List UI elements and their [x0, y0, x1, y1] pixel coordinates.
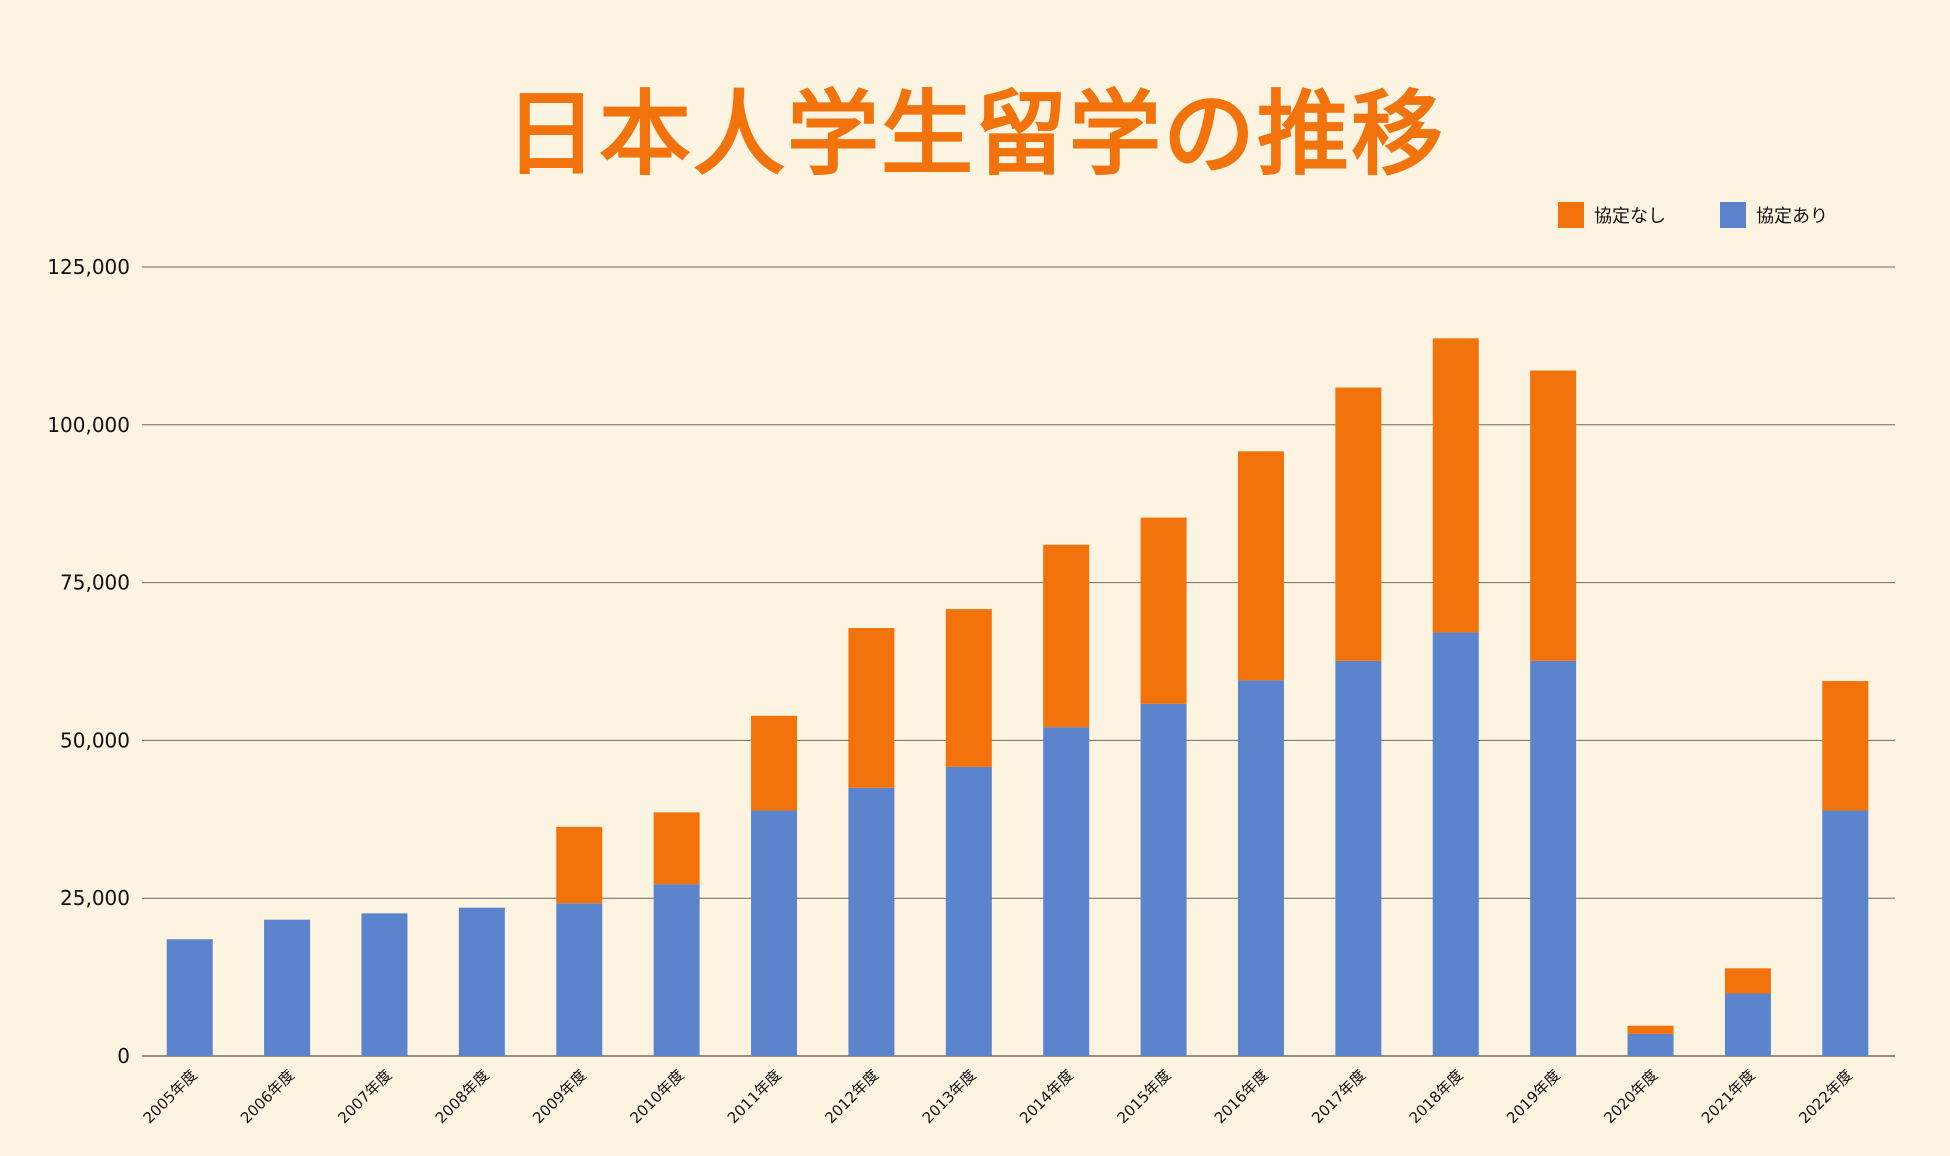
bar-segment-no-agreement [1530, 370, 1577, 661]
y-tick-label: 100,000 [47, 413, 130, 437]
x-tick-label: 2014年度 [1016, 1066, 1077, 1127]
bar-segment-agreement [1140, 703, 1187, 1056]
legend-label-no-agreement: 協定なし [1594, 206, 1666, 227]
bar-segment-no-agreement [1140, 517, 1187, 704]
bar-segment-no-agreement [653, 812, 700, 885]
bar-segment-no-agreement [1432, 338, 1479, 633]
bar-segment-agreement [653, 884, 700, 1056]
bar-segment-no-agreement [1043, 544, 1090, 728]
x-tick-label: 2021年度 [1698, 1066, 1759, 1127]
bar-segment-no-agreement [945, 609, 992, 767]
bar-segment-no-agreement [751, 715, 798, 811]
x-tick-label: 2010年度 [627, 1066, 688, 1127]
y-tick-label: 50,000 [60, 728, 130, 752]
bar-segment-agreement [1335, 660, 1382, 1056]
bar-segment-no-agreement [1335, 387, 1382, 661]
bar-segment-no-agreement [1724, 968, 1771, 994]
bar-segment-agreement [751, 810, 798, 1056]
x-tick-label: 2018年度 [1406, 1066, 1467, 1127]
bar-segment-agreement [945, 766, 992, 1056]
chart-title: 日本人学生留学の推移 [504, 81, 1445, 188]
y-tick-label: 25,000 [60, 886, 130, 910]
x-tick-label: 2017年度 [1308, 1066, 1369, 1127]
bar-segment-no-agreement [1822, 681, 1869, 811]
legend-item-no-agreement: 協定なし [1558, 202, 1666, 228]
bar-segment-no-agreement [1627, 1025, 1674, 1034]
bar-segment-agreement [264, 919, 311, 1056]
bar-segment-agreement [1432, 632, 1479, 1056]
x-tick-label: 2008年度 [432, 1066, 493, 1127]
bar-segment-agreement [458, 907, 505, 1056]
bar-segment-agreement [1237, 680, 1284, 1056]
bar-segment-agreement [1724, 993, 1771, 1056]
x-tick-label: 2006年度 [237, 1066, 298, 1127]
bar-segment-agreement [848, 787, 895, 1056]
bar-segment-agreement [361, 913, 408, 1056]
x-tick-label: 2015年度 [1113, 1066, 1174, 1127]
legend-swatch-agreement [1720, 202, 1746, 228]
x-tick-label: 2013年度 [919, 1066, 980, 1127]
x-tick-label: 2012年度 [821, 1066, 882, 1127]
y-tick-label: 75,000 [60, 571, 130, 595]
bar-segment-agreement [1627, 1033, 1674, 1056]
y-tick-label: 125,000 [47, 255, 130, 279]
bar-segment-agreement [556, 903, 603, 1056]
legend-label-agreement: 協定あり [1756, 206, 1828, 227]
y-tick-label: 0 [117, 1044, 130, 1068]
x-tick-label: 2007年度 [334, 1066, 395, 1127]
x-tick-label: 2020年度 [1600, 1066, 1661, 1127]
bar-segment-no-agreement [848, 628, 895, 788]
legend-item-agreement: 協定あり [1720, 202, 1828, 228]
x-tick-label: 2019年度 [1503, 1066, 1564, 1127]
bar-segment-agreement [1822, 810, 1869, 1056]
legend-swatch-no-agreement [1558, 202, 1584, 228]
bar-segment-no-agreement [556, 826, 603, 904]
legend: 協定なし 協定あり [1558, 202, 1828, 228]
x-tick-label: 2016年度 [1211, 1066, 1272, 1127]
bar-segment-no-agreement [1237, 451, 1284, 681]
bar-segment-agreement [166, 939, 213, 1056]
x-tick-label: 2022年度 [1795, 1066, 1856, 1127]
x-tick-label: 2005年度 [140, 1066, 201, 1127]
bar-segment-agreement [1043, 727, 1090, 1056]
x-tick-label: 2011年度 [724, 1066, 785, 1127]
x-tick-label: 2009年度 [529, 1066, 590, 1127]
bar-segment-agreement [1530, 660, 1577, 1056]
